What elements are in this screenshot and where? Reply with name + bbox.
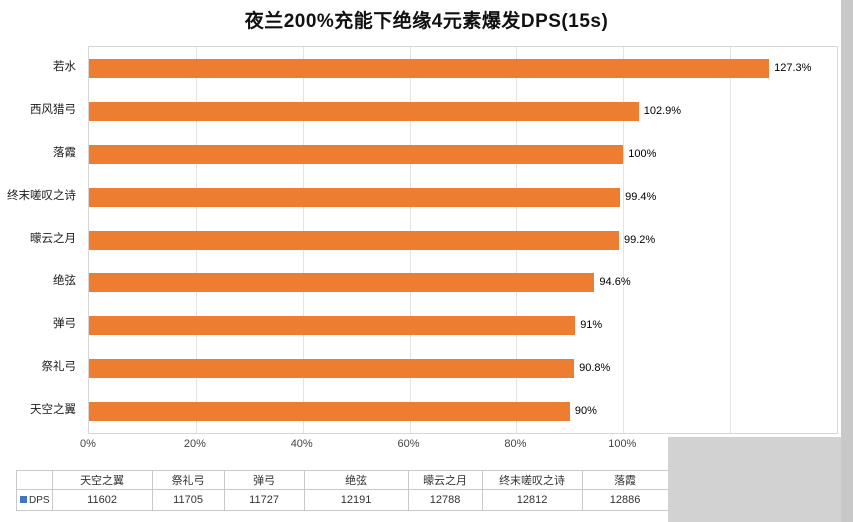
table-column-header: 终末嗟叹之诗	[481, 470, 583, 490]
table-value-cell: 11602	[51, 489, 153, 511]
gridline	[730, 47, 732, 433]
table-value-cell: 11705	[151, 489, 225, 511]
table-corner-cell	[16, 470, 53, 490]
bar-value-label: 91%	[580, 319, 603, 332]
table-value-cell: 12812	[481, 489, 583, 511]
legend-cell: DPS	[16, 489, 53, 511]
table-column-header: 天空之翼	[51, 470, 153, 490]
dps-bar	[89, 144, 624, 164]
x-tick-label: 40%	[290, 438, 313, 450]
data-table-header-row: 天空之翼 祭礼弓 弹弓 绝弦 曚云之月 终末嗟叹之诗 落霞	[16, 470, 669, 490]
dps-bar	[89, 230, 619, 250]
bar-value-label: 94.6%	[599, 276, 631, 289]
category-label: 落霞	[53, 146, 76, 159]
category-label: 曚云之月	[30, 232, 76, 245]
table-value-cell: 11727	[223, 489, 305, 511]
background-gray-area	[668, 437, 853, 522]
category-label: 终末嗟叹之诗	[7, 189, 76, 202]
x-tick-label: 0%	[80, 438, 96, 450]
x-tick-label: 20%	[183, 438, 206, 450]
category-label: 西风猎弓	[30, 103, 76, 116]
plot-area: 127.3% 102.9% 100% 99.4% 99.2% 94.6% 91% 90.8% 9…	[88, 46, 838, 434]
category-label: 天空之翼	[30, 404, 76, 417]
table-column-header: 绝弦	[303, 470, 409, 490]
dps-bar	[89, 187, 621, 207]
category-label: 祭礼弓	[41, 361, 77, 374]
y-axis-labels: 若水西风猎弓落霞终末嗟叹之诗曚云之月绝弦弹弓祭礼弓天空之翼	[0, 46, 82, 434]
table-column-header: 落霞	[581, 470, 669, 490]
dps-bar	[89, 101, 639, 121]
bar-value-label: 100%	[628, 147, 657, 160]
x-tick-label: 80%	[504, 438, 527, 450]
background-gray-strip	[841, 0, 853, 522]
gridline	[623, 47, 625, 433]
table-value-cell: 12191	[303, 489, 409, 511]
dps-bar	[89, 402, 570, 422]
category-label: 弹弓	[53, 318, 76, 331]
bar-value-label: 102.9%	[643, 104, 682, 117]
data-table: 天空之翼 祭礼弓 弹弓 绝弦 曚云之月 终末嗟叹之诗 落霞 DPS 11602 11705 117…	[16, 470, 669, 511]
chart-title: 夜兰200%充能下绝缘4元素爆发DPS(15s)	[244, 11, 609, 32]
category-label: 若水	[53, 61, 76, 73]
x-axis-labels: 0% 20% 40% 60% 80% 100%	[80, 438, 838, 454]
bar-value-label: 99.2%	[624, 233, 656, 246]
table-value-cell: 12886	[581, 489, 669, 511]
x-tick-label: 60%	[397, 438, 420, 450]
table-value-cell: 12788	[407, 489, 483, 511]
table-column-header: 祭礼弓	[151, 470, 225, 490]
x-tick-label: 100%	[608, 438, 637, 450]
legend-label: DPS	[29, 494, 50, 506]
table-column-header: 曚云之月	[407, 470, 483, 490]
bar-value-label: 90.8%	[579, 362, 611, 375]
legend-key-icon	[20, 496, 27, 504]
dps-bar	[89, 359, 575, 379]
data-table-value-row: DPS 11602 11705 11727 12191 12788 12812 12886	[16, 489, 669, 511]
table-column-header: 弹弓	[223, 470, 305, 490]
category-label: 绝弦	[53, 275, 76, 288]
bar-value-label: 90%	[574, 405, 597, 418]
dps-bar	[89, 273, 595, 293]
dps-bar	[89, 316, 576, 336]
bar-value-label: 127.3%	[774, 62, 812, 74]
dps-bar	[89, 58, 770, 78]
bar-value-label: 99.4%	[625, 190, 657, 203]
